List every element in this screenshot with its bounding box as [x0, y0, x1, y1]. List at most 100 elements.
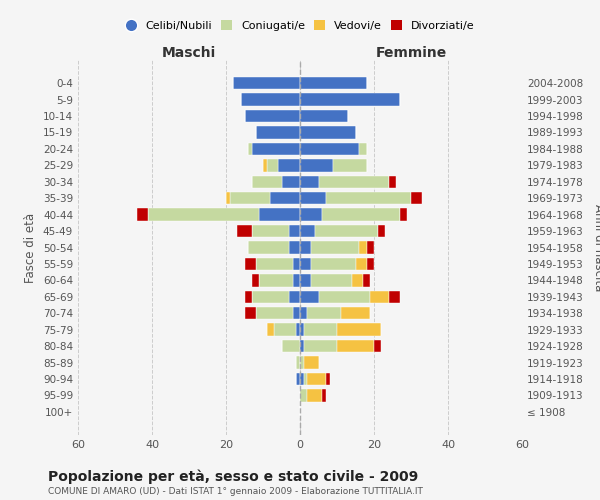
Bar — [307, 307, 341, 320]
Bar — [259, 274, 293, 286]
Bar — [300, 242, 311, 254]
Bar — [334, 159, 367, 172]
Bar — [256, 258, 293, 270]
Bar — [300, 258, 311, 270]
Bar — [378, 225, 385, 237]
Bar — [311, 242, 359, 254]
Bar — [307, 389, 322, 402]
Bar — [389, 176, 396, 188]
Bar — [352, 274, 363, 286]
Bar — [315, 225, 378, 237]
Bar — [263, 159, 266, 172]
Bar — [355, 258, 367, 270]
Bar — [245, 258, 256, 270]
Bar — [300, 324, 304, 336]
Bar — [341, 307, 370, 320]
Bar — [359, 242, 367, 254]
Bar — [363, 274, 370, 286]
Bar — [289, 242, 300, 254]
Bar — [226, 192, 230, 204]
Bar — [300, 110, 348, 122]
Bar — [311, 274, 352, 286]
Bar — [300, 159, 334, 172]
Bar — [300, 143, 359, 155]
Bar — [256, 126, 300, 138]
Bar — [271, 192, 300, 204]
Bar — [304, 324, 337, 336]
Bar — [304, 340, 337, 352]
Bar — [252, 274, 259, 286]
Bar — [326, 373, 329, 385]
Y-axis label: Anni di nascita: Anni di nascita — [592, 204, 600, 291]
Bar — [245, 290, 252, 303]
Bar — [326, 192, 411, 204]
Bar — [374, 340, 382, 352]
Bar — [289, 225, 300, 237]
Bar — [359, 143, 367, 155]
Bar — [319, 290, 370, 303]
Bar — [300, 77, 367, 90]
Bar — [300, 274, 311, 286]
Bar — [248, 242, 289, 254]
Bar — [400, 208, 407, 221]
Bar — [311, 258, 355, 270]
Text: Femmine: Femmine — [376, 46, 446, 60]
Bar — [367, 242, 374, 254]
Bar — [307, 373, 326, 385]
Bar — [274, 324, 296, 336]
Text: COMUNE DI AMARO (UD) - Dati ISTAT 1° gennaio 2009 - Elaborazione TUTTITALIA.IT: COMUNE DI AMARO (UD) - Dati ISTAT 1° gen… — [48, 488, 423, 496]
Legend: Celibi/Nubili, Coniugati/e, Vedovi/e, Divorziati/e: Celibi/Nubili, Coniugati/e, Vedovi/e, Di… — [122, 17, 478, 34]
Bar — [281, 340, 300, 352]
Bar — [293, 307, 300, 320]
Bar — [233, 77, 300, 90]
Bar — [252, 290, 289, 303]
Bar — [137, 208, 148, 221]
Bar — [337, 340, 374, 352]
Y-axis label: Fasce di età: Fasce di età — [25, 212, 37, 282]
Bar — [300, 225, 315, 237]
Bar — [370, 290, 389, 303]
Bar — [293, 274, 300, 286]
Bar — [293, 258, 300, 270]
Bar — [245, 307, 256, 320]
Bar — [300, 307, 307, 320]
Bar — [300, 389, 307, 402]
Bar — [296, 356, 300, 368]
Bar — [300, 356, 304, 368]
Bar — [322, 389, 326, 402]
Bar — [281, 176, 300, 188]
Bar — [241, 94, 300, 106]
Bar — [289, 290, 300, 303]
Bar — [300, 340, 304, 352]
Bar — [322, 208, 400, 221]
Bar — [300, 126, 355, 138]
Bar — [319, 176, 389, 188]
Bar — [296, 373, 300, 385]
Bar — [266, 159, 278, 172]
Bar — [148, 208, 259, 221]
Bar — [245, 110, 300, 122]
Bar — [237, 225, 252, 237]
Bar — [252, 176, 281, 188]
Bar — [304, 373, 307, 385]
Bar — [337, 324, 382, 336]
Bar — [266, 324, 274, 336]
Bar — [300, 373, 304, 385]
Bar — [389, 290, 400, 303]
Bar — [278, 159, 300, 172]
Bar — [252, 225, 289, 237]
Bar — [300, 176, 319, 188]
Bar — [300, 94, 400, 106]
Bar — [296, 324, 300, 336]
Bar — [304, 356, 319, 368]
Text: Maschi: Maschi — [162, 46, 216, 60]
Bar — [230, 192, 271, 204]
Bar — [248, 143, 252, 155]
Text: Popolazione per età, sesso e stato civile - 2009: Popolazione per età, sesso e stato civil… — [48, 470, 418, 484]
Bar — [256, 307, 293, 320]
Bar — [367, 258, 374, 270]
Bar — [259, 208, 300, 221]
Bar — [252, 143, 300, 155]
Bar — [300, 192, 326, 204]
Bar — [411, 192, 422, 204]
